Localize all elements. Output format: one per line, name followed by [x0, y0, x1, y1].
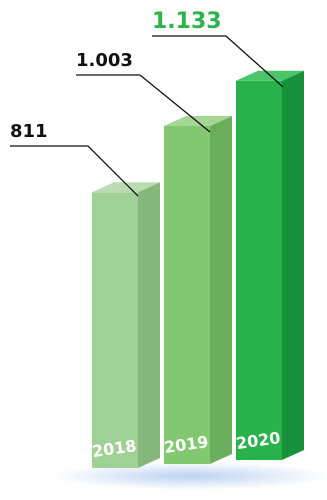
data-label: 1.003 [76, 50, 133, 71]
data-label: 811 [10, 121, 48, 142]
bar-front-2020 [236, 80, 282, 460]
leader-line [76, 74, 211, 133]
bar-2019 [164, 115, 232, 464]
leader-line [10, 145, 139, 197]
data-label: 1.133 [152, 9, 222, 34]
bar-2018 [92, 182, 160, 468]
bar-side-2020 [282, 70, 304, 460]
bar-top-2018 [92, 182, 160, 193]
bar-2020 [236, 70, 304, 460]
floor-shadow [50, 462, 327, 490]
bar-front-2018 [92, 192, 138, 468]
bar-front-2019 [164, 125, 210, 464]
bars-layer [92, 70, 304, 468]
leader-line [152, 35, 284, 88]
bar-side-2019 [210, 115, 232, 464]
bar-side-2018 [138, 182, 160, 468]
bar-top-2019 [164, 115, 232, 126]
